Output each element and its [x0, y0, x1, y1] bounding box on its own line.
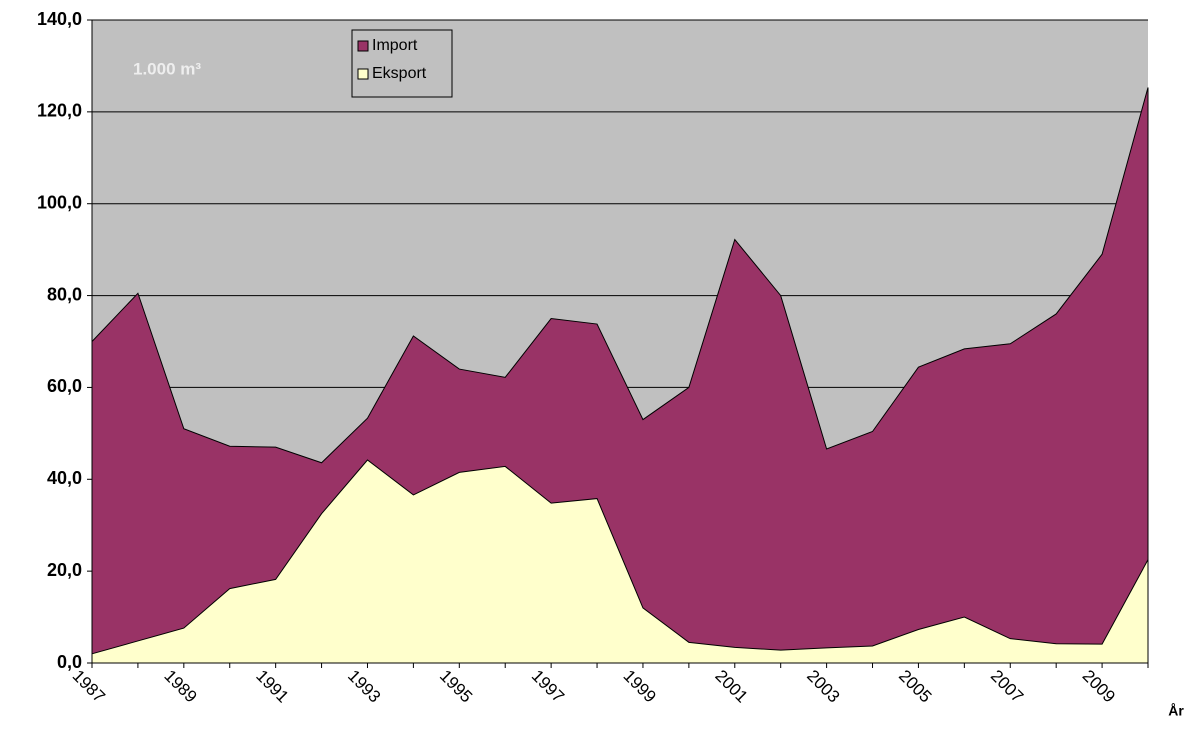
x-tick-label: 2009 [1079, 666, 1119, 706]
area [91, 459, 1149, 664]
legend-swatch [357, 68, 369, 80]
x-tick-label: 1991 [252, 666, 292, 706]
x-tick-label: 1997 [528, 666, 568, 706]
x-tick-label: 1995 [436, 666, 476, 706]
legend-box [351, 29, 453, 98]
y-tick-label: 80,0 [47, 284, 82, 304]
y-tick-label: 20,0 [47, 560, 82, 580]
x-tick-label: 2007 [987, 666, 1027, 706]
y-tick-label: 120,0 [37, 101, 82, 121]
y-tick-label: 0,0 [57, 652, 82, 672]
x-tick-label: 2003 [803, 666, 843, 706]
y-tick-label: 140,0 [37, 9, 82, 29]
x-tick-label: 1993 [344, 666, 384, 706]
y-tick-label: 40,0 [47, 468, 82, 488]
y-tick-label: 100,0 [37, 192, 82, 212]
annotation: 1.000 m³ [133, 59, 201, 78]
x-tick-label: 1999 [620, 666, 660, 706]
legend-swatch [357, 40, 369, 52]
legend: Import Eksport [351, 29, 453, 98]
y-tick-label: 60,0 [47, 376, 82, 396]
legend-label: Eksport [372, 65, 427, 82]
x-tick-label: 1987 [69, 666, 109, 706]
legend-label: Import [372, 37, 418, 54]
x-axis-label: År [1168, 703, 1184, 719]
x-tick-label: 2005 [895, 666, 935, 706]
x-tick-label: 1989 [160, 666, 200, 706]
x-tick-label: 2001 [711, 666, 751, 706]
